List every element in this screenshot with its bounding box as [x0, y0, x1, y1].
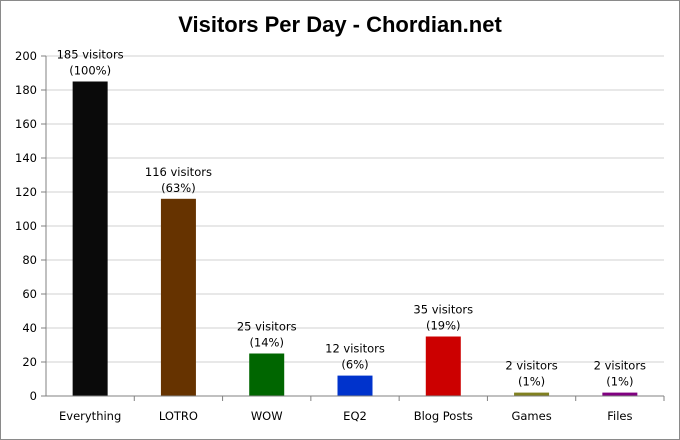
bar-everything [72, 81, 108, 396]
data-label-percent: (63%) [161, 181, 196, 195]
y-tick-label: 60 [22, 287, 37, 301]
data-label-percent: (19%) [426, 319, 461, 333]
bar-blog-posts [425, 336, 461, 396]
data-label-percent: (1%) [606, 375, 633, 389]
data-label-count: 12 visitors [325, 342, 385, 356]
y-tick-label: 200 [15, 49, 37, 63]
x-axis: Everything LOTRO WOW EQ2 Blog Posts Games File… [46, 395, 665, 423]
x-tick-label: EQ2 [343, 409, 367, 423]
chart-title: Visitors Per Day - Chordian.net [178, 12, 502, 37]
bar-eq2 [337, 375, 373, 396]
data-label-percent: (1%) [518, 375, 545, 389]
x-tick-label: Games [511, 409, 551, 423]
bar-wow [249, 353, 285, 396]
y-tick-label: 140 [15, 151, 37, 165]
y-tick-label: 80 [22, 253, 37, 267]
x-tick-label: Blog Posts [414, 409, 473, 423]
data-labels: 185 visitors (100%) 116 visitors (63%) 25 vi… [57, 48, 646, 389]
data-label-count: 2 visitors [594, 359, 646, 373]
x-tick-label: Everything [59, 409, 121, 423]
bar-files [602, 392, 638, 396]
data-label-count: 35 visitors [413, 303, 473, 317]
x-tick-label: LOTRO [159, 409, 198, 423]
x-tick-label: WOW [251, 409, 283, 423]
y-tick-label: 0 [30, 389, 37, 403]
data-label-count: 116 visitors [145, 165, 212, 179]
y-tick-label: 160 [15, 117, 37, 131]
bar-games [514, 392, 550, 396]
bars [72, 81, 638, 396]
y-axis: 0 20 40 60 80 100 120 140 160 180 200 [15, 49, 47, 403]
y-tick-label: 120 [15, 185, 37, 199]
y-tick-label: 20 [22, 355, 37, 369]
gridlines [46, 55, 664, 363]
data-label-count: 25 visitors [237, 320, 297, 334]
data-label-count: 2 visitors [505, 359, 557, 373]
x-tick-label: Files [607, 409, 632, 423]
y-tick-label: 100 [15, 219, 37, 233]
data-label-percent: (6%) [341, 358, 368, 372]
data-label-count: 185 visitors [57, 48, 124, 62]
y-tick-label: 180 [15, 83, 37, 97]
y-tick-label: 40 [22, 321, 37, 335]
data-label-percent: (14%) [249, 336, 284, 350]
bar-lotro [160, 198, 196, 396]
data-label-percent: (100%) [69, 64, 111, 78]
